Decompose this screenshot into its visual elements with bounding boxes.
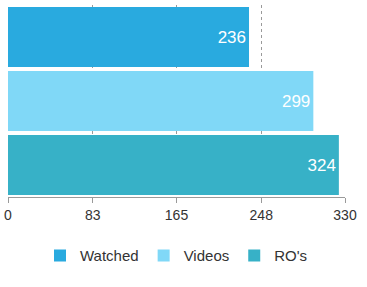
svg-text:248: 248 (250, 207, 274, 223)
svg-text:Watched: Watched (80, 247, 139, 264)
svg-text:330: 330 (333, 207, 357, 223)
svg-text:299: 299 (282, 92, 310, 111)
svg-text:RO's: RO's (274, 247, 307, 264)
svg-text:Videos: Videos (184, 247, 230, 264)
svg-text:83: 83 (85, 207, 101, 223)
svg-text:165: 165 (165, 207, 189, 223)
svg-text:324: 324 (307, 156, 335, 175)
svg-text:236: 236 (218, 28, 246, 47)
svg-text:0: 0 (4, 207, 12, 223)
